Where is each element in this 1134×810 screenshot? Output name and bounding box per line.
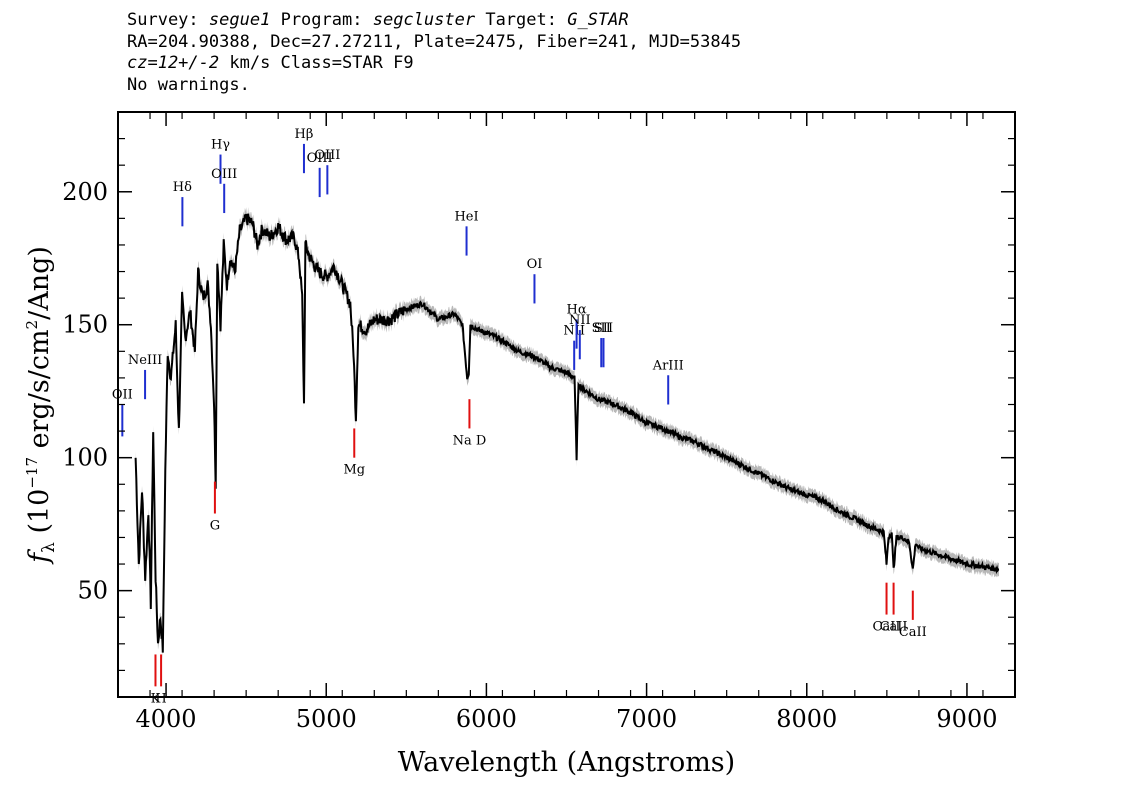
emission-line-label: OIII	[307, 151, 333, 166]
emission-line-label: Hγ	[211, 138, 230, 153]
survey-value: segue1	[208, 10, 271, 30]
emission-line-label: NeIII	[128, 353, 162, 368]
survey-label: Survey:	[127, 10, 199, 30]
x-axis-title: Wavelength (Angstroms)	[398, 747, 735, 778]
x-tick-label: 8000	[776, 705, 837, 733]
program-label: Program:	[280, 10, 363, 30]
y-axis-title: fλ (10−17 erg/s/cm2/Ang)	[23, 246, 59, 565]
target-value: G_STAR	[567, 10, 629, 30]
x-tick-label: 7000	[616, 705, 677, 733]
error-band	[135, 207, 1000, 660]
redshift-value: cz=12+/-2	[127, 53, 220, 73]
emission-line-label: ArIII	[652, 358, 684, 373]
spectrum-line	[134, 213, 1000, 653]
emission-line-label: Hβ	[295, 127, 314, 142]
program-value: segcluster	[372, 10, 476, 30]
header-line-4: No warnings.	[127, 74, 250, 95]
emission-line-label: HeI	[454, 209, 478, 224]
spectrum-header: Survey: segue1 Program: segcluster Targe…	[127, 10, 741, 96]
header-line-3: cz=12+/-2 km/s Class=STAR F9	[127, 53, 741, 75]
y-tick-label: 50	[77, 577, 108, 605]
absorption-line-label: CaII	[880, 620, 908, 635]
emission-line-label: NII	[569, 313, 591, 328]
absorption-line-label: K	[151, 691, 161, 706]
spectrum-series	[134, 213, 1000, 653]
plot-frame	[117, 111, 1016, 698]
axis-ticks: 4000 5000 6000 7000 8000 9000 50 100 150 200	[62, 111, 1016, 733]
emission-line-label: Hα	[567, 302, 587, 317]
y-tick-label: 150	[62, 311, 108, 339]
emission-line-label: OIII	[211, 167, 237, 182]
emission-line-label: OI	[527, 257, 543, 272]
header-line-1: Survey: segue1 Program: segcluster Targe…	[127, 10, 741, 32]
emission-line-label: SII	[594, 321, 613, 336]
absorption-line-label: H	[155, 691, 166, 706]
absorption-line-label: CaII	[873, 620, 901, 635]
absorption-line-label: CaII	[899, 625, 927, 640]
absorption-line-label: G	[210, 519, 220, 534]
x-tick-label: 5000	[296, 705, 357, 733]
spectral-line-markers: OIINeIIIHδHγOIIIHβOIIIOIIIHeIOINIIHαNIIS…	[112, 127, 927, 706]
absorption-line-label: Na D	[453, 433, 487, 448]
header-line-2: RA=204.90388, Dec=27.27211, Plate=2475, …	[127, 31, 742, 52]
class-text: km/s Class=STAR F9	[219, 53, 414, 73]
absorption-line-label: Mg	[343, 463, 365, 478]
y-tick-label: 100	[62, 444, 108, 472]
x-tick-label: 6000	[456, 705, 517, 733]
x-tick-label: 4000	[136, 705, 197, 733]
target-label: Target:	[485, 10, 557, 30]
y-tick-label: 200	[62, 178, 108, 206]
x-tick-label: 9000	[936, 705, 997, 733]
emission-line-label: OII	[112, 388, 133, 403]
emission-line-label: Hδ	[173, 180, 192, 195]
emission-line-label: OIII	[314, 148, 340, 163]
error-band-area	[135, 207, 1000, 660]
emission-line-label: SII	[592, 321, 611, 336]
